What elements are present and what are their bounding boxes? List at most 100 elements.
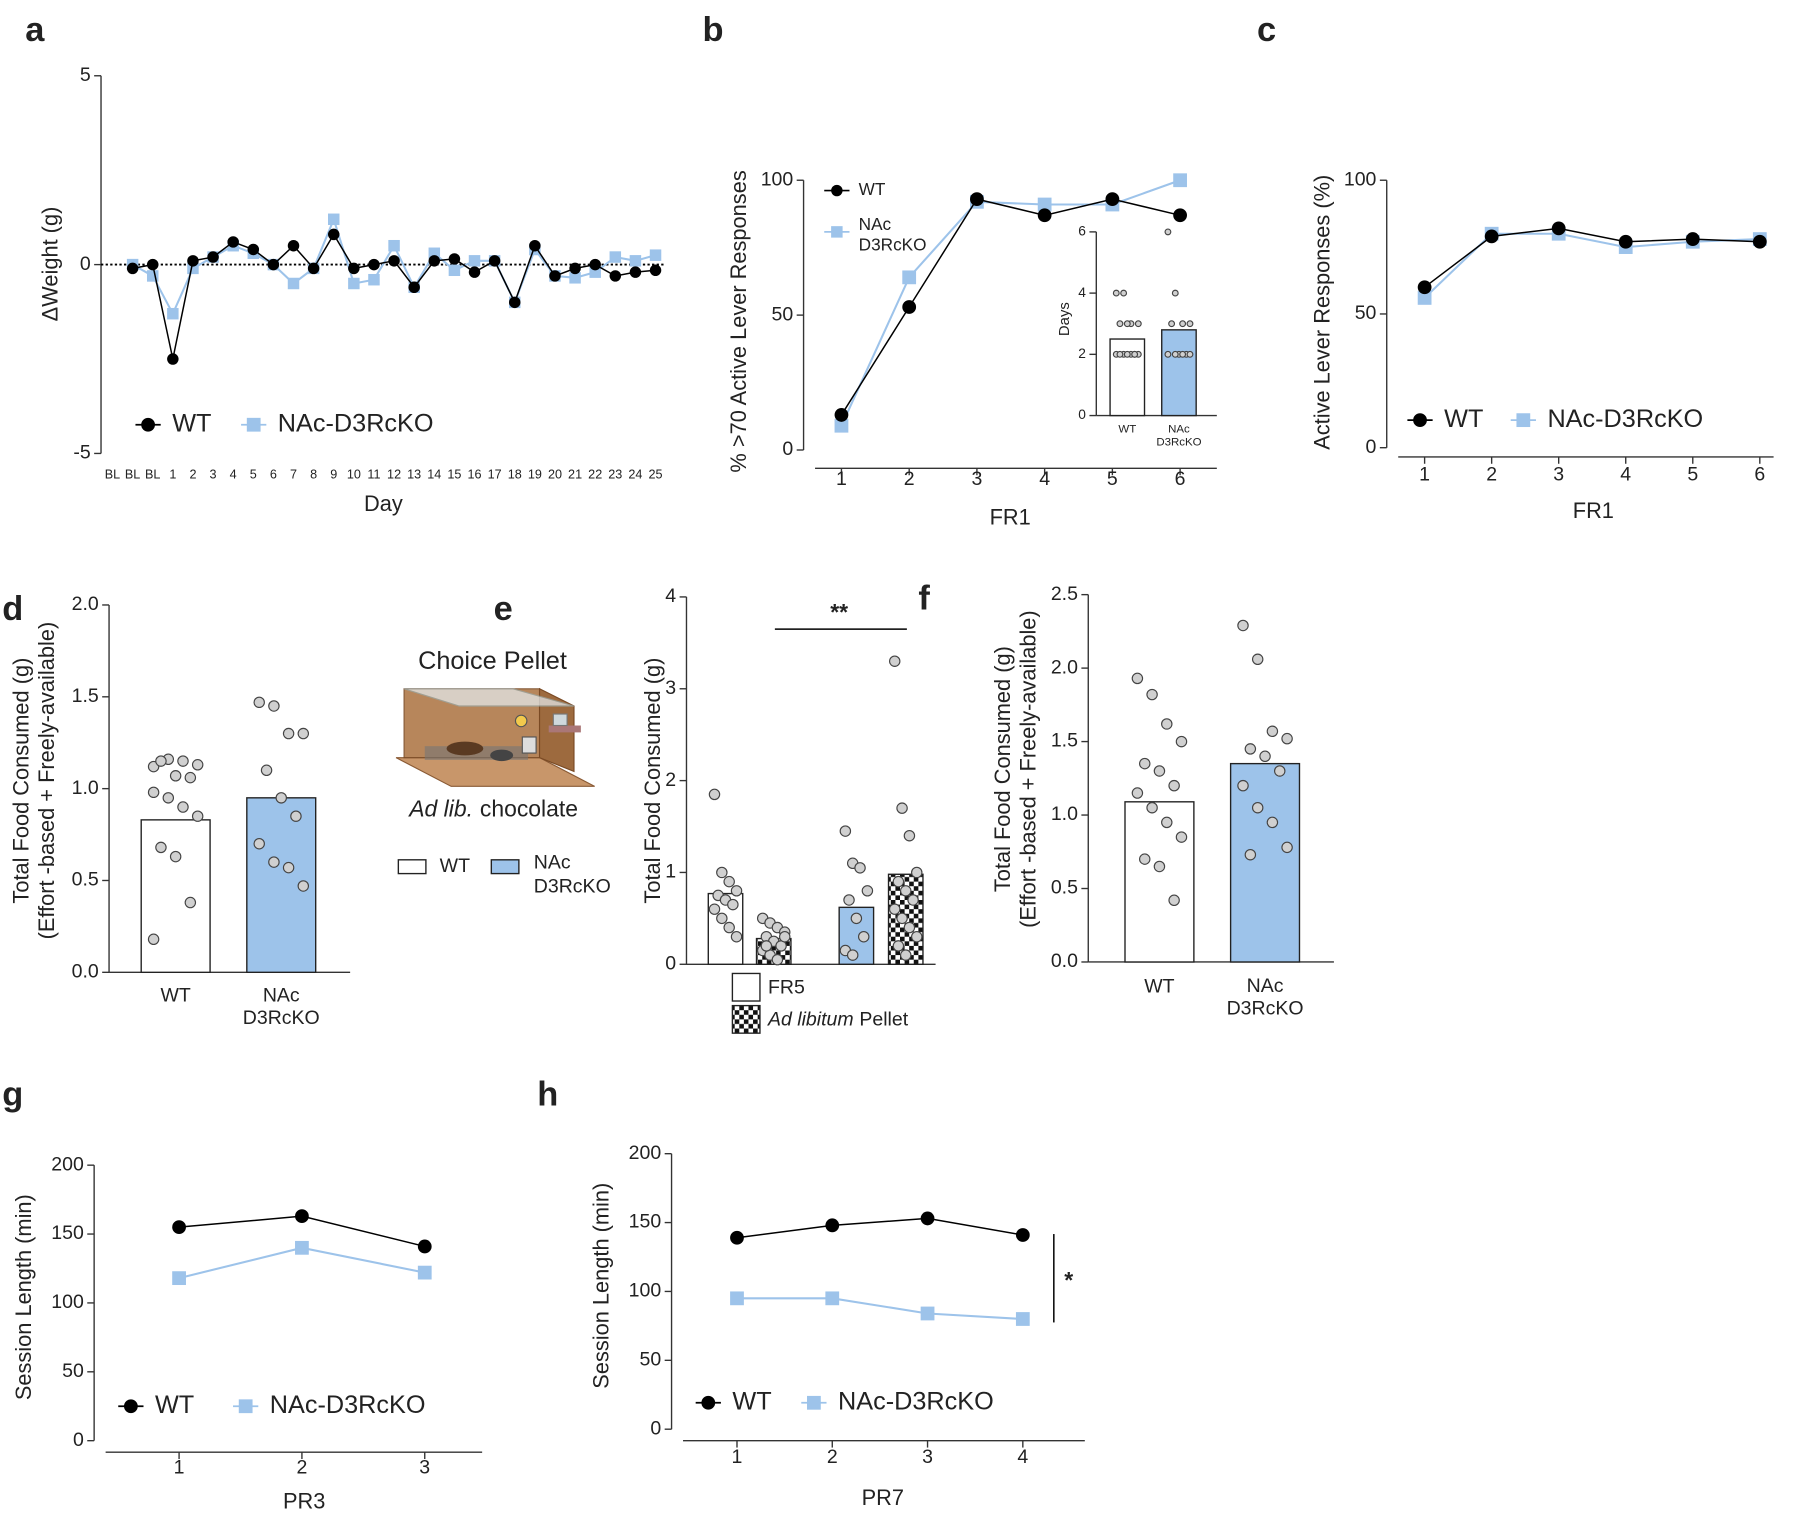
data-point xyxy=(147,786,160,799)
data-point xyxy=(177,755,189,767)
y-tick-label: 1.0 xyxy=(1051,803,1078,825)
legend-marker xyxy=(807,1395,821,1410)
legend-label: WT xyxy=(440,855,470,877)
marker xyxy=(428,247,441,260)
data-point xyxy=(1112,289,1120,297)
data-point xyxy=(1161,718,1173,730)
panel-letter: g xyxy=(2,1075,23,1113)
data-point xyxy=(1131,350,1139,358)
x-tick-label: NAc D3RcKO xyxy=(1156,423,1201,448)
x-tick-label: 1 xyxy=(169,468,176,482)
data-point xyxy=(760,940,773,952)
data-point xyxy=(911,866,923,879)
legend-marker xyxy=(831,184,843,197)
panel-letter: a xyxy=(25,11,45,49)
marker xyxy=(167,307,179,320)
data-point xyxy=(268,856,280,868)
data-point xyxy=(730,885,743,897)
x-tick-label: 15 xyxy=(447,468,461,482)
data-point xyxy=(1274,765,1286,777)
data-point xyxy=(1153,860,1166,873)
y-axis-label: % >70 Active Lever Responses xyxy=(726,170,751,472)
series-line xyxy=(736,1217,1023,1239)
x-tick-label: 20 xyxy=(548,468,562,482)
legend-label: NAc D3RcKO xyxy=(534,851,611,897)
legend-marker xyxy=(1413,413,1427,428)
x-axis-label: FR1 xyxy=(990,505,1031,530)
marker xyxy=(569,262,581,275)
data-point xyxy=(1161,816,1173,829)
data-point xyxy=(850,912,863,925)
y-tick-label: 0 xyxy=(665,952,676,974)
marker xyxy=(589,266,601,278)
legend-label: NAc-D3RcKO xyxy=(1547,405,1703,433)
x-tick-label: 3 xyxy=(210,468,217,482)
marker xyxy=(970,192,984,206)
x-tick-label: BL xyxy=(145,468,160,482)
data-point xyxy=(290,810,302,822)
x-tick-label: WT xyxy=(1144,975,1174,997)
marker xyxy=(609,270,622,282)
x-axis-label: PR7 xyxy=(862,1485,904,1510)
y-tick-label: 6 xyxy=(1078,224,1086,239)
data-point xyxy=(1175,831,1188,843)
x-tick-label: 18 xyxy=(508,468,522,482)
illustration-caption: Ad lib. chocolate xyxy=(407,796,578,822)
marker xyxy=(920,1306,935,1321)
bar xyxy=(1124,801,1195,963)
x-tick-label: 17 xyxy=(488,468,502,482)
data-point xyxy=(1139,757,1151,770)
y-tick-label: 5 xyxy=(80,64,91,86)
marker xyxy=(468,266,481,278)
chamber-illustration xyxy=(395,687,595,787)
y-tick-label: 4 xyxy=(665,585,676,607)
y-tick-label: 0 xyxy=(73,1429,84,1451)
x-tick-label: WT xyxy=(160,985,190,1007)
x-tick-label: 24 xyxy=(628,468,642,482)
data-point xyxy=(888,655,901,667)
marker xyxy=(227,236,239,248)
data-point xyxy=(1237,619,1249,632)
data-point xyxy=(896,912,908,925)
marker xyxy=(1551,221,1566,236)
y-axis-label: Total Food Consumed (g) xyxy=(640,658,665,904)
panel-letter: b xyxy=(703,11,724,49)
marker xyxy=(649,264,662,277)
x-tick-label: 12 xyxy=(387,468,401,482)
y-tick-label: 100 xyxy=(51,1291,84,1313)
x-tick-label: 3 xyxy=(419,1456,430,1478)
x-tick-label: NAc D3RcKO xyxy=(1227,975,1304,1019)
x-tick-label: 6 xyxy=(1175,468,1186,490)
legend-label: WT xyxy=(172,409,211,437)
x-tick-label: 5 xyxy=(250,468,257,482)
y-tick-label: 150 xyxy=(629,1211,662,1233)
marker xyxy=(247,243,260,256)
data-point xyxy=(155,755,167,767)
data-point xyxy=(1116,320,1124,328)
marker xyxy=(589,258,601,271)
data-point xyxy=(708,903,721,915)
data-point xyxy=(843,894,855,906)
y-tick-label: 200 xyxy=(629,1142,662,1164)
data-point xyxy=(839,825,852,837)
y-tick-label: 1.5 xyxy=(1051,730,1078,752)
y-tick-label: 100 xyxy=(1344,168,1377,190)
x-tick-label: 1 xyxy=(1419,463,1430,485)
data-point xyxy=(1175,735,1188,748)
x-tick-label: 7 xyxy=(290,468,297,482)
data-point xyxy=(896,802,908,814)
marker xyxy=(307,262,320,275)
x-tick-label: 5 xyxy=(1107,468,1118,490)
data-point xyxy=(723,875,735,888)
y-tick-label: 1.5 xyxy=(72,685,99,707)
x-tick-label: 3 xyxy=(971,468,982,490)
y-axis-label: Session Length (min) xyxy=(11,1194,36,1400)
series-line xyxy=(736,1297,1023,1321)
marker xyxy=(448,264,461,277)
legend-swatch xyxy=(731,1004,761,1034)
x-tick-label: 4 xyxy=(1620,463,1631,485)
x-tick-label: 4 xyxy=(1039,468,1050,490)
data-point xyxy=(191,759,204,771)
series-line xyxy=(1423,232,1760,299)
